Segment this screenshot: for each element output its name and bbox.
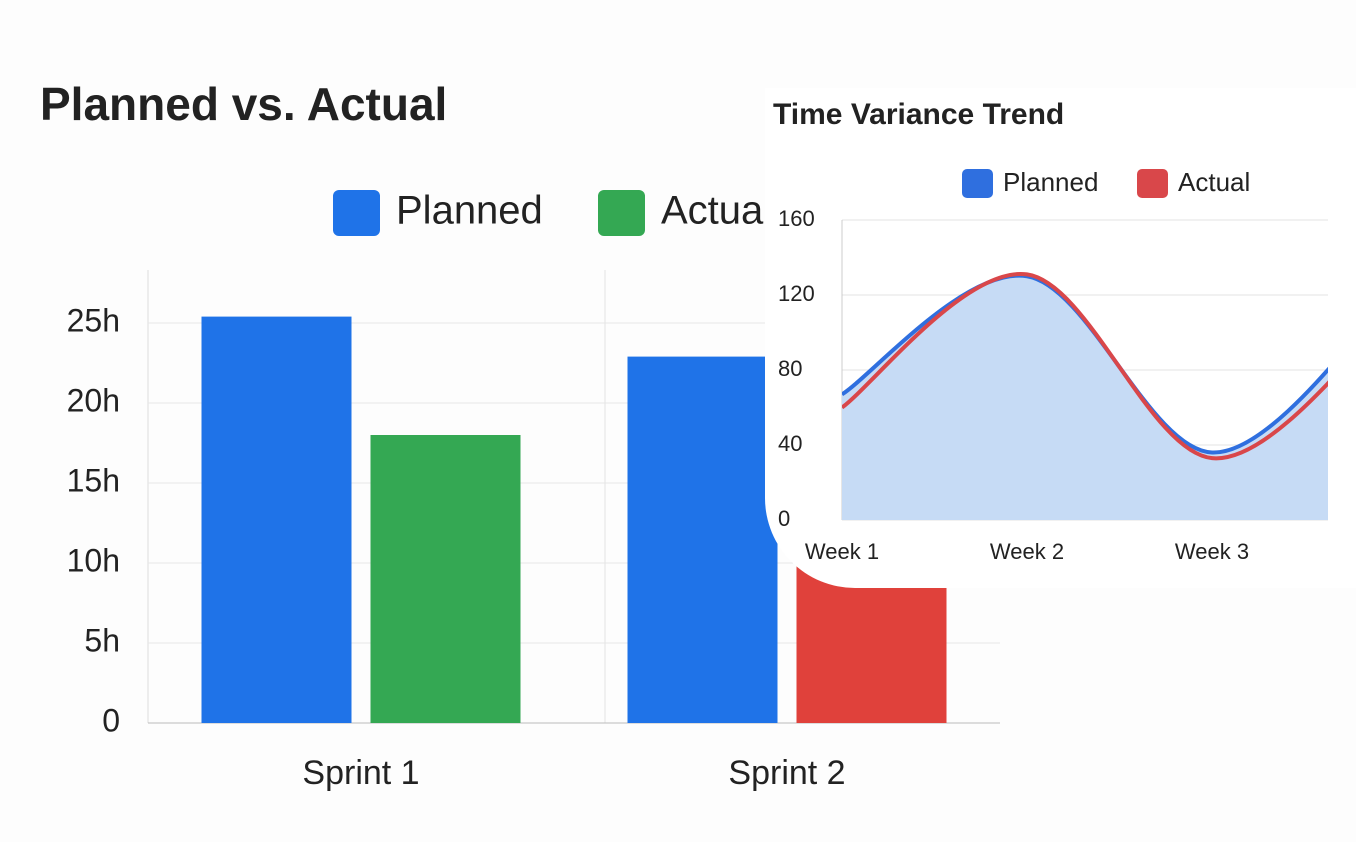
- line-chart: Time Variance Trend 0 40 80 120 160 Week 1 Wee…: [773, 98, 1328, 564]
- x-tick-label: Week 1: [805, 539, 879, 564]
- legend-label: Planned: [396, 189, 543, 233]
- legend-swatch: [333, 190, 380, 236]
- y-tick-label: 120: [778, 281, 815, 306]
- y-tick-label: 40: [778, 431, 802, 456]
- y-tick-label: 160: [778, 206, 815, 231]
- line: [842, 272, 1328, 461]
- y-tick-label: 10h: [67, 542, 120, 578]
- legend-label: Planned: [1003, 167, 1098, 197]
- plot-area: [842, 272, 1328, 520]
- legend-label: Actual: [661, 189, 772, 233]
- y-tick-label: 20h: [67, 382, 120, 418]
- legend-label: Actual: [1178, 167, 1250, 197]
- x-tick-label: Week 2: [990, 539, 1064, 564]
- chart-title: Time Variance Trend: [773, 98, 1064, 131]
- bar: [201, 316, 352, 723]
- legend-swatch: [1137, 169, 1168, 198]
- legend-swatch: [598, 190, 645, 236]
- bar: [370, 435, 521, 723]
- chart-title: Planned vs. Actual: [40, 78, 447, 130]
- x-tick-label: Week 3: [1175, 539, 1249, 564]
- y-tick-label: 5h: [84, 622, 120, 658]
- x-tick-label: Sprint 1: [302, 754, 419, 792]
- y-tick-label: 25h: [67, 302, 120, 338]
- bar: [627, 356, 778, 723]
- y-tick-label: 0: [778, 506, 790, 531]
- y-tick-label: 80: [778, 356, 802, 381]
- y-tick-label: 15h: [67, 462, 120, 498]
- y-tick-label: 0: [102, 702, 120, 738]
- legend-swatch: [962, 169, 993, 198]
- x-tick-label: Sprint 2: [728, 754, 845, 792]
